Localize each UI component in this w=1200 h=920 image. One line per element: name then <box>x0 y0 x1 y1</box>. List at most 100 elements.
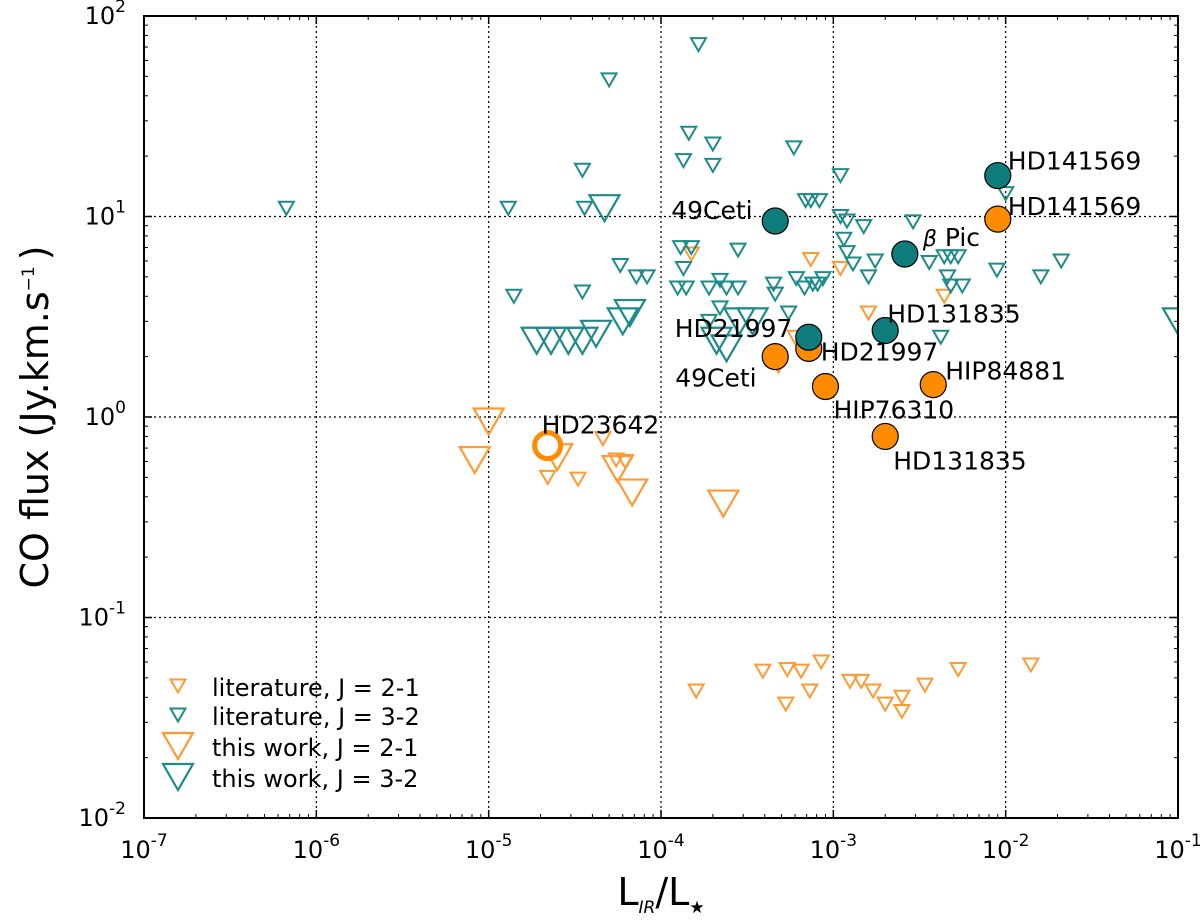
data-point-teal-small <box>573 162 592 179</box>
data-point-teal-small <box>1031 269 1051 286</box>
x-tick-labels: 10-7 10-6 10-5 10-4 10-3 10-2 10-1 <box>120 831 1200 864</box>
point-label: HD141569 <box>1008 147 1141 176</box>
legend-label: literature, J = 3-2 <box>212 703 420 731</box>
data-point-orange-small <box>851 673 871 690</box>
data-point-orange-small <box>840 673 860 690</box>
data-point-teal-large <box>534 326 568 356</box>
data-point-teal-large <box>612 298 647 329</box>
data-point-teal-small <box>938 269 957 286</box>
data-point-teal-small <box>699 313 719 330</box>
data-point-orange-small <box>831 261 850 278</box>
data-point-teal-small <box>948 249 968 266</box>
data-point-teal-small <box>717 280 736 297</box>
data-point-teal-small <box>787 271 806 288</box>
data-point-teal-small <box>277 200 296 217</box>
data-point-teal-small <box>834 231 854 248</box>
point-label: HD131835 <box>893 446 1026 475</box>
data-point-teal-small <box>953 278 972 295</box>
x-tick-label: 10-6 <box>293 831 341 864</box>
data-point-orange-small <box>915 677 935 694</box>
data-point-teal-small <box>843 256 863 273</box>
data-point-teal-small <box>1051 253 1071 270</box>
detection-point-orange <box>919 371 947 399</box>
data-point-teal-small <box>813 271 833 288</box>
data-point-teal-small <box>676 280 696 297</box>
legend-marker-teal <box>161 762 195 793</box>
data-point-teal-small <box>859 269 878 286</box>
data-point-teal-small <box>941 278 960 295</box>
detection-point-teal <box>891 240 919 268</box>
data-point-teal-small <box>795 280 814 297</box>
data-point-teal-small <box>779 305 798 322</box>
data-point-teal-small <box>728 280 748 297</box>
point-label: HD141569 <box>1008 192 1141 221</box>
data-point-orange-small <box>892 689 912 706</box>
data-point-teal-large <box>587 194 622 224</box>
data-point-orange-small <box>538 469 557 486</box>
data-point-teal-small <box>703 136 723 153</box>
data-point-teal-small <box>784 140 804 157</box>
data-point-teal-small <box>931 329 950 346</box>
point-label: HD23642 <box>542 411 660 440</box>
data-point-teal-small <box>837 245 857 262</box>
data-point-teal-large <box>735 307 770 337</box>
data-point-teal-small <box>573 284 592 301</box>
x-axis-label: LIR/L★ <box>617 870 704 918</box>
x-tick-label: 10-4 <box>637 831 685 864</box>
data-point-teal-large <box>1161 307 1178 337</box>
data-point-teal-small <box>765 286 785 303</box>
point-label: HD131835 <box>887 300 1020 329</box>
data-point-orange-small <box>568 471 588 488</box>
data-point-teal-small <box>610 257 630 274</box>
data-point-teal-small <box>674 261 693 278</box>
data-point-teal-large <box>699 326 734 356</box>
detection-point-teal <box>795 323 823 351</box>
data-point-teal-small <box>499 200 518 217</box>
data-point-teal-small <box>996 186 1015 203</box>
data-point-teal-small <box>703 157 723 174</box>
data-point-teal-small <box>674 153 693 170</box>
data-point-teal-small <box>728 242 748 259</box>
data-point-orange-small <box>753 663 773 680</box>
legend-label: this work, J = 3-2 <box>212 765 418 793</box>
data-point-teal-small <box>710 272 730 289</box>
point-label: HIP84881 <box>945 357 1066 386</box>
data-point-teal-small <box>865 253 885 270</box>
data-point-teal-small <box>575 200 594 217</box>
detection-point-orange <box>984 205 1012 233</box>
x-tick-label: 10-1 <box>1154 831 1200 864</box>
data-point-orange-small <box>800 683 820 700</box>
y-axis-label: CO flux (Jy.km.s−1) <box>13 245 57 588</box>
data-point-orange-large <box>615 478 650 508</box>
y-tick-labels: 10-2 10-1 100 101 102 <box>79 0 127 832</box>
data-point-teal-small <box>627 269 646 286</box>
data-point-orange-small <box>801 252 821 269</box>
point-label: HIP76310 <box>833 395 954 424</box>
data-point-teal-small <box>903 214 923 231</box>
data-point-orange-small <box>934 288 954 305</box>
detection-point-orange <box>532 430 564 462</box>
data-point-teal-small <box>831 209 850 225</box>
data-point-orange-small <box>1021 657 1041 674</box>
data-point-teal-small <box>699 280 719 297</box>
data-point-teal-small <box>671 240 690 257</box>
data-point-orange-large <box>600 454 635 485</box>
y-tick-label: 102 <box>85 0 126 30</box>
point-label: 49Ceti <box>671 196 752 225</box>
data-point-orange-small <box>791 663 811 680</box>
y-tick-label: 10-2 <box>79 799 127 832</box>
data-point-orange-small <box>686 683 706 700</box>
data-point-teal-small <box>682 240 701 257</box>
data-point-orange-small <box>892 703 912 720</box>
detection-point-teal <box>984 161 1012 190</box>
y-tick-label: 100 <box>85 398 126 431</box>
data-point-orange-small <box>948 662 968 679</box>
data-point-teal-small <box>854 219 873 236</box>
data-point-orange-small <box>859 305 878 322</box>
data-point-teal-small <box>837 213 857 230</box>
detection-point-orange <box>811 372 840 401</box>
data-point-teal-large <box>709 334 744 364</box>
data-point-teal-large <box>605 307 640 337</box>
plot-frame <box>143 15 1179 819</box>
